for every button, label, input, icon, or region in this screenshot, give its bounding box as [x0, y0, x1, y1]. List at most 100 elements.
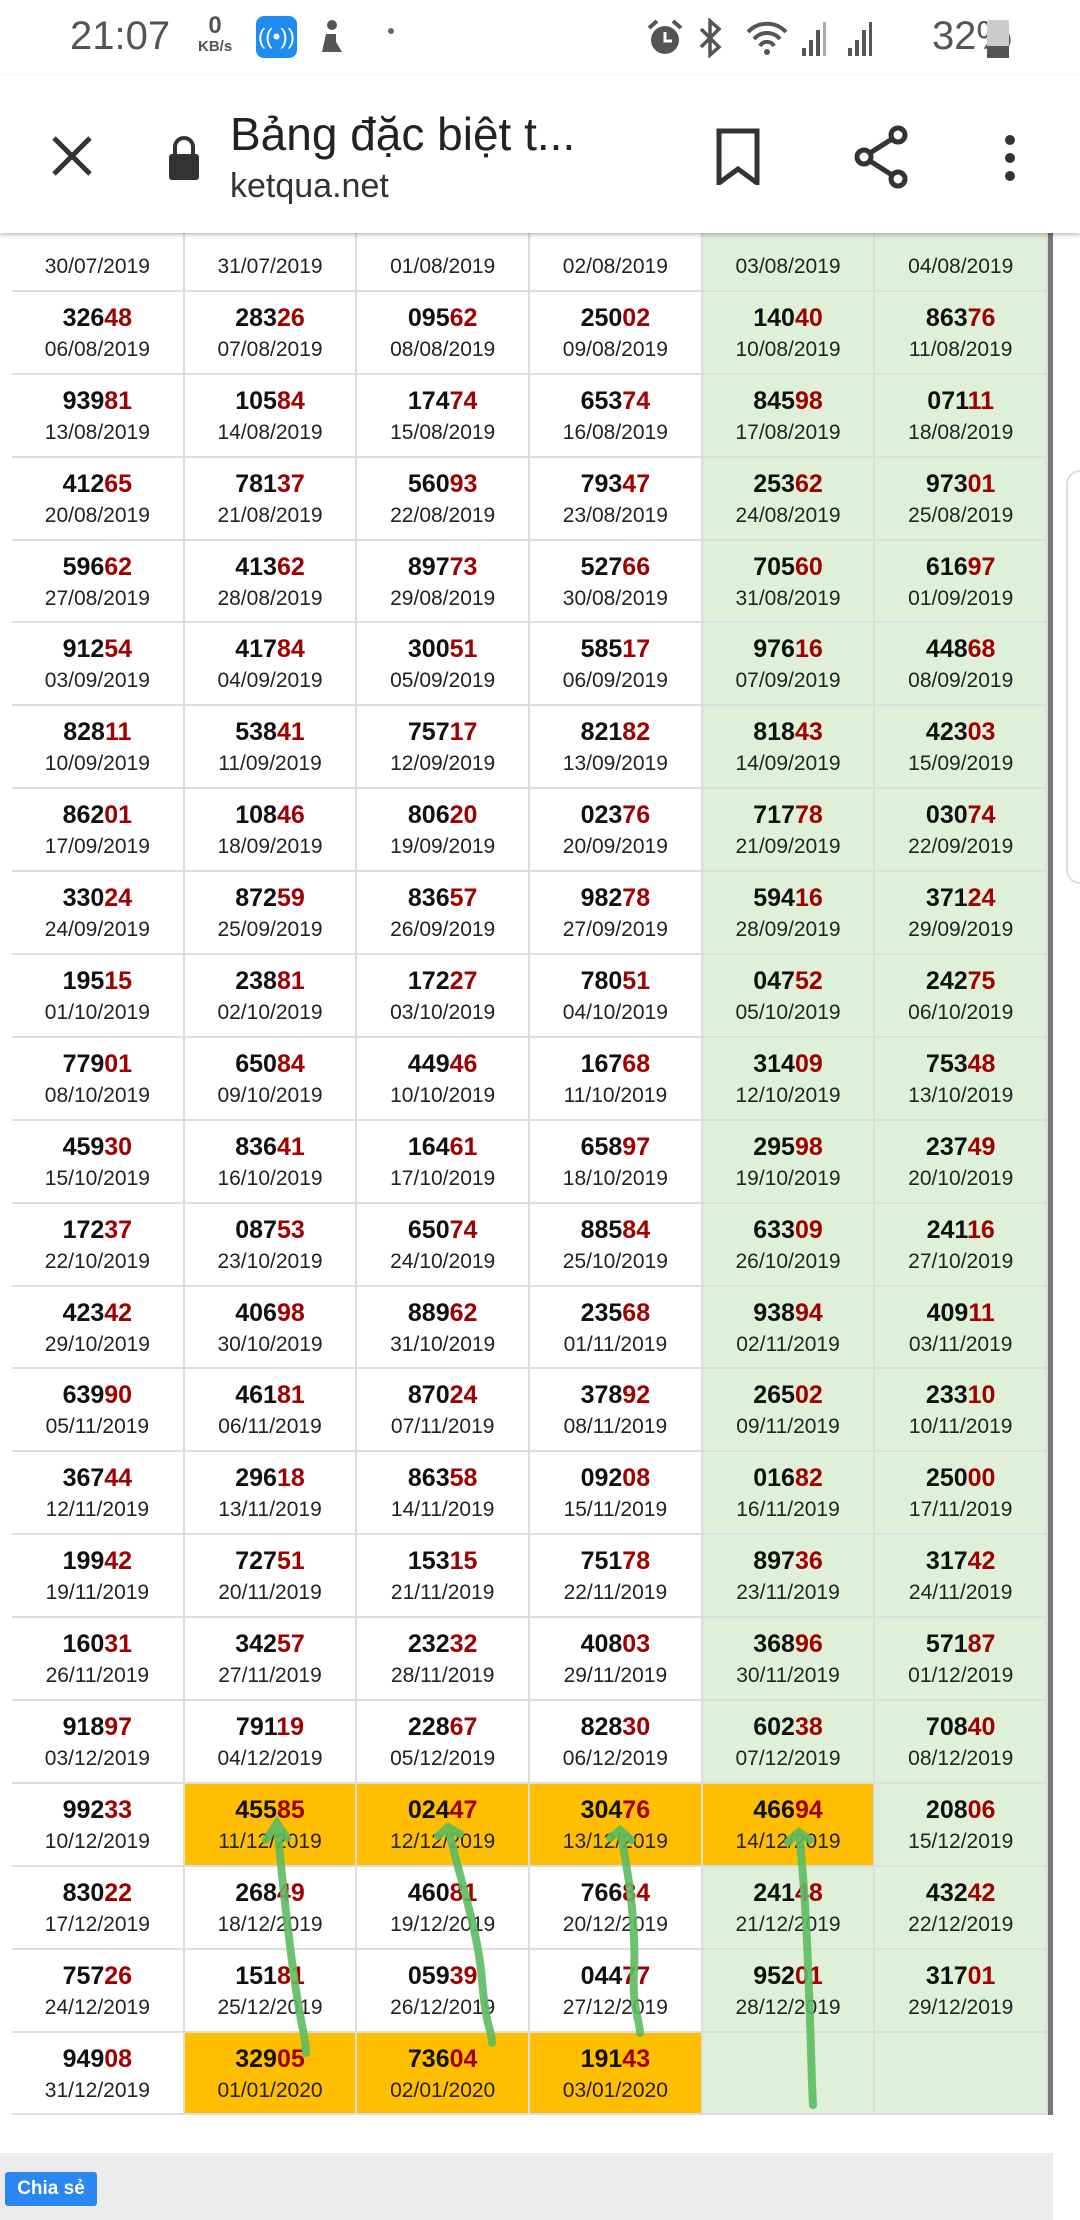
result-number: 75178 — [580, 1547, 651, 1576]
result-number: 93981 — [62, 386, 133, 415]
result-cell: 87259 25/09/2019 — [184, 872, 358, 954]
result-date: 29/08/2019 — [390, 586, 496, 610]
result-tail-digits: 43 — [622, 2044, 651, 2073]
result-tail-digits: 19 — [276, 1713, 305, 1742]
result-tail-digits: 82 — [622, 718, 651, 747]
result-date: 19/11/2019 — [45, 1581, 150, 1605]
result-tail-digits: 30 — [622, 1713, 651, 1742]
result-number: 16031 — [62, 1630, 133, 1659]
result-tail-digits: 76 — [622, 801, 651, 830]
result-cell: 32648 06/08/2019 — [12, 291, 185, 373]
result-number: 40698 — [235, 1298, 305, 1327]
result-number: 17227 — [407, 967, 478, 996]
status-bar: 21:07 0 KB/s ((•)) 32% — [0, 0, 1080, 75]
result-date: 31/08/2019 — [735, 586, 841, 610]
result-cell: 89736 23/11/2019 — [702, 1535, 876, 1617]
share-button[interactable]: Chia sẻ — [5, 2172, 97, 2206]
result-number: 70560 — [753, 552, 823, 581]
result-date: 12/11/2019 — [45, 1498, 150, 1522]
result-number: 46181 — [235, 1381, 305, 1410]
result-number: 23749 — [925, 1132, 996, 1161]
result-cell — [702, 2032, 876, 2114]
result-number: 84598 — [753, 386, 823, 415]
result-tail-digits: 27 — [449, 967, 478, 996]
result-number: 42303 — [925, 718, 996, 747]
result-number: 23568 — [580, 1298, 651, 1327]
result-date: 15/08/2019 — [390, 420, 496, 444]
result-tail-digits: 47 — [622, 469, 651, 498]
result-date: 18/08/2019 — [908, 420, 1014, 444]
result-number: 01682 — [753, 1464, 823, 1493]
result-cell: 60238 07/12/2019 — [702, 1701, 876, 1782]
result-date: 01/01/2020 — [217, 2078, 323, 2102]
result-cell: 65374 16/08/2019 — [530, 374, 703, 456]
result-tail-digits: 05 — [276, 2044, 305, 2073]
result-tail-digits: 61 — [449, 1132, 478, 1161]
result-date: 29/10/2019 — [44, 1332, 150, 1356]
result-cell: 75178 22/11/2019 — [530, 1535, 703, 1617]
result-date: 05/11/2019 — [45, 1415, 150, 1439]
result-number: 17237 — [62, 1215, 133, 1244]
bookmark-icon[interactable] — [715, 127, 761, 185]
scroll-handle[interactable] — [1066, 470, 1080, 884]
result-cell: 04477 27/12/2019 — [530, 1949, 703, 2031]
result-tail-digits: 84 — [276, 386, 305, 415]
result-cell: 33024 24/09/2019 — [12, 872, 185, 954]
result-cell: 30476 13/12/2019 — [530, 1783, 703, 1865]
result-tail-digits: 97 — [967, 552, 996, 581]
result-tail-digits: 16 — [794, 635, 823, 664]
result-cell: 17237 22/10/2019 — [12, 1203, 185, 1285]
result-number: 99233 — [62, 1795, 133, 1824]
result-date: 11/08/2019 — [908, 337, 1013, 361]
result-tail-digits: 11 — [104, 718, 132, 747]
result-cell: 23232 28/11/2019 — [357, 1618, 531, 1700]
more-options-icon[interactable] — [1000, 133, 1020, 183]
result-date: 04/08/2019 — [908, 255, 1014, 278]
result-number: 33024 — [62, 884, 133, 913]
result-number: 34257 — [235, 1630, 305, 1659]
result-number: 10584 — [235, 386, 305, 415]
lock-icon — [169, 136, 199, 180]
result-tail-digits: 98 — [794, 1132, 823, 1161]
result-tail-digits: 54 — [104, 635, 133, 664]
result-cell: 25002 09/08/2019 — [530, 291, 703, 373]
result-number: 45930 — [62, 1132, 133, 1161]
result-tail-digits: 26 — [104, 1961, 133, 1990]
result-date: 20/08/2019 — [44, 503, 150, 527]
result-tail-digits: 82 — [794, 1464, 823, 1493]
result-cell: 82182 13/09/2019 — [530, 706, 703, 788]
result-number: 09208 — [580, 1464, 651, 1493]
result-tail-digits: 85 — [276, 1795, 305, 1824]
result-tail-digits: 03 — [967, 718, 996, 747]
result-cell: 16461 17/10/2019 — [357, 1120, 531, 1202]
result-cell: 88962 31/10/2019 — [357, 1286, 531, 1368]
result-date: 01/09/2019 — [908, 586, 1014, 610]
result-cell: 87024 07/11/2019 — [357, 1369, 531, 1451]
result-tail-digits: 01 — [104, 1049, 133, 1078]
result-date: 28/11/2019 — [390, 1664, 495, 1688]
result-cell: 22867 05/12/2019 — [357, 1701, 531, 1782]
result-number: 25362 — [753, 469, 823, 498]
result-tail-digits: 74 — [449, 386, 478, 415]
table-row: 83022 17/12/2019 26849 18/12/2019 46081 19/12… — [12, 1866, 1049, 1950]
result-cell: 07111 18/08/2019 — [875, 374, 1049, 456]
result-cell: 44868 08/09/2019 — [875, 623, 1049, 705]
page-url[interactable]: ketqua.net — [230, 167, 389, 205]
result-number: 04752 — [753, 967, 823, 996]
result-cell: 08753 23/10/2019 — [184, 1203, 358, 1285]
result-number: 41784 — [235, 635, 305, 664]
result-date: 16/11/2019 — [736, 1498, 840, 1522]
close-icon[interactable] — [50, 134, 94, 178]
result-cell: 09208 15/11/2019 — [530, 1452, 703, 1534]
result-tail-digits: 84 — [276, 635, 305, 664]
result-date: 28/09/2019 — [735, 918, 841, 942]
result-tail-digits: 96 — [794, 1630, 823, 1659]
result-tail-digits: 03 — [622, 1630, 651, 1659]
result-tail-digits: 46 — [276, 801, 305, 830]
result-cell: 34257 27/11/2019 — [184, 1618, 358, 1700]
table-row: 93981 13/08/2019 10584 14/08/2019 17474 15/08… — [12, 374, 1049, 458]
result-cell: 23568 01/11/2019 — [530, 1286, 703, 1368]
result-date: 26/10/2019 — [735, 1249, 841, 1273]
result-number: 58517 — [580, 635, 651, 664]
share-icon[interactable] — [852, 125, 912, 189]
